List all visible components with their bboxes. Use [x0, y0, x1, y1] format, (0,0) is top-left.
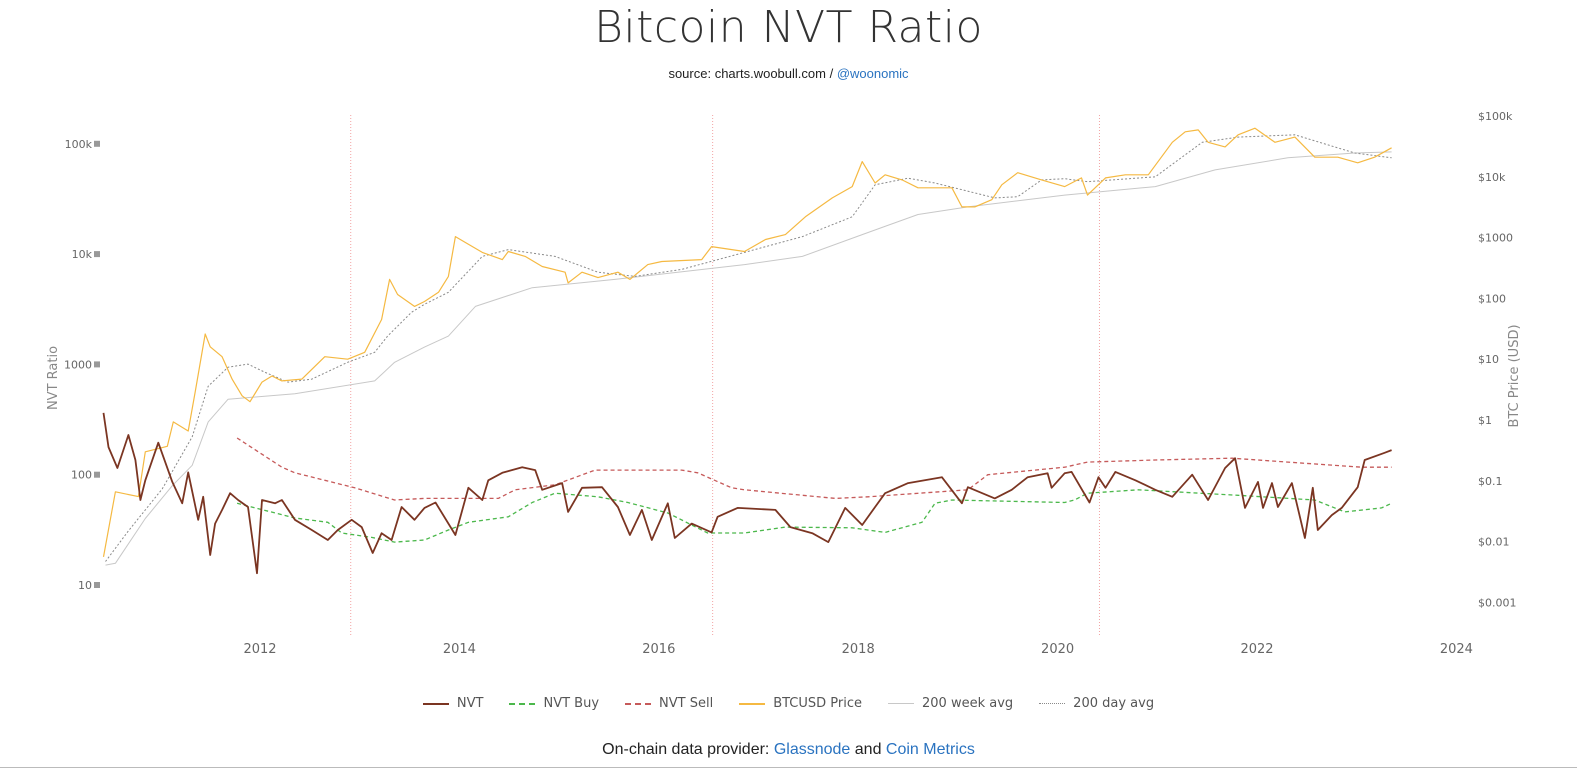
bottom-divider: [0, 767, 1577, 768]
right-axis-title: BTC Price (USD): [1507, 324, 1522, 427]
x-tick-label: 2014: [443, 642, 476, 657]
data-provider-footer: On-chain data provider: Glassnode and Co…: [0, 741, 1577, 759]
legend-swatch-nvt-sell: [625, 702, 652, 705]
legend-swatch-nvt: [422, 702, 449, 705]
legend-swatch-200-week: [888, 703, 915, 704]
x-tick-label: 2020: [1041, 642, 1074, 657]
legend-item-200-day[interactable]: 200 day avg: [1039, 696, 1154, 711]
left-axis-title: NVT Ratio: [46, 346, 61, 410]
legend-label-200-week: 200 week avg: [922, 696, 1014, 711]
right-tick-label: $1000: [1478, 232, 1513, 245]
legend-item-nvt-sell[interactable]: NVT Sell: [625, 696, 713, 711]
legend: NVT NVT Buy NVT Sell BTCUSD Price 200 we…: [0, 696, 1577, 711]
left-tick-square-icon: [94, 582, 100, 588]
left-tick-square-icon: [94, 251, 100, 258]
right-tick-label: $10: [1478, 353, 1499, 366]
left-tick-label: 100k: [65, 138, 93, 151]
footer-and: and: [850, 741, 886, 758]
series-line-nvt-sell: [236, 437, 1392, 501]
legend-item-nvt[interactable]: NVT: [422, 696, 484, 711]
x-tick-label: 2012: [243, 642, 276, 657]
series-line-nvt-buy: [236, 489, 1392, 543]
right-tick-label: $0.01: [1478, 536, 1510, 549]
left-tick-label: 1000: [64, 358, 92, 371]
woonomic-link[interactable]: @woonomic: [836, 66, 909, 81]
legend-item-nvt-buy[interactable]: NVT Buy: [509, 696, 599, 711]
x-tick-label: 2018: [842, 642, 875, 657]
legend-swatch-price: [739, 702, 766, 705]
source-text: source: charts.woobull.com /: [668, 66, 837, 81]
right-tick-label: $0.1: [1478, 475, 1503, 488]
chart-title: Bitcoin NVT Ratio: [594, 2, 983, 53]
right-tick-label: $100: [1478, 292, 1506, 305]
x-tick-label: 2024: [1440, 642, 1473, 657]
right-tick-label: $1: [1478, 414, 1492, 427]
glassnode-link[interactable]: Glassnode: [773, 741, 851, 758]
left-tick-label: 10k: [72, 248, 93, 261]
legend-swatch-200-day: [1039, 703, 1066, 704]
left-tick-label: 10: [78, 579, 92, 592]
series-line-price: [102, 127, 1392, 558]
series-line-day200: [105, 134, 1392, 562]
legend-item-price[interactable]: BTCUSD Price: [739, 696, 862, 711]
legend-label-nvt: NVT: [456, 696, 484, 711]
left-tick-label: 100: [71, 469, 92, 482]
legend-label-200-day: 200 day avg: [1073, 696, 1155, 711]
right-tick-label: $0.001: [1478, 596, 1517, 609]
legend-swatch-nvt-buy: [509, 702, 536, 705]
right-tick-label: $10k: [1478, 171, 1506, 184]
series-line-week200: [105, 151, 1392, 566]
right-tick-label: $100k: [1478, 110, 1513, 123]
legend-label-nvt-buy: NVT Buy: [543, 696, 600, 711]
legend-label-price: BTCUSD Price: [773, 696, 863, 711]
legend-label-nvt-sell: NVT Sell: [659, 696, 714, 711]
x-tick-label: 2016: [642, 642, 675, 657]
left-tick-square-icon: [94, 471, 100, 478]
legend-item-200-week[interactable]: 200 week avg: [888, 696, 1013, 711]
coin-metrics-link[interactable]: Coin Metrics: [885, 741, 975, 758]
chart-subtitle: source: charts.woobull.com / @woonomic: [0, 66, 1577, 81]
series-line-nvt: [102, 412, 1392, 575]
left-tick-square-icon: [94, 361, 100, 368]
footer-text: On-chain data provider:: [602, 741, 774, 758]
left-tick-square-icon: [94, 140, 100, 147]
x-tick-label: 2022: [1240, 642, 1273, 657]
